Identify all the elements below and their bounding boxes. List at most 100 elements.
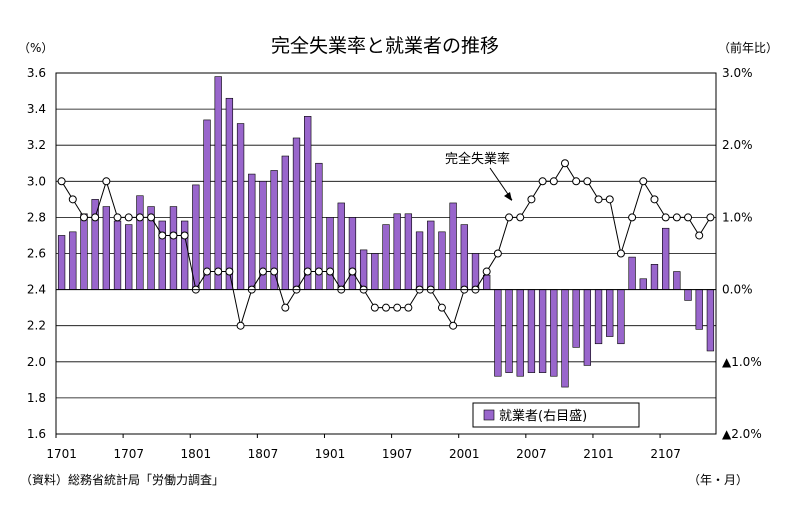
bar	[538, 289, 547, 373]
line-point	[169, 231, 178, 240]
plot-frame	[55, 72, 717, 435]
right-tick-label: 2.0%	[722, 138, 753, 152]
line-point	[158, 231, 167, 240]
bar	[169, 206, 178, 290]
x-tick-label: 2107	[650, 447, 681, 461]
bar	[628, 256, 636, 290]
line-point	[538, 177, 547, 186]
line-point	[583, 177, 592, 186]
left-tick-label: 2.8	[27, 210, 46, 224]
left-tick-label: 1.8	[27, 391, 46, 405]
source-note: （資料）総務省統計局「労働力調査」	[20, 472, 224, 487]
x-tick-labels: 1701 1707 1801 1807 1901 1907 2001 2007 2101 2107	[46, 447, 681, 461]
bar	[326, 217, 334, 290]
line-point	[124, 213, 133, 222]
axes	[55, 72, 717, 438]
bar	[57, 235, 66, 290]
legend: 就業者(右目盛)	[472, 402, 640, 428]
line-point	[314, 267, 323, 276]
left-tick-labels: 1.6 1.8 2.0 2.2 2.4 2.6 2.8 3.0 3.2 3.4 3.6	[27, 66, 46, 441]
line-point	[628, 213, 637, 222]
bar	[192, 184, 200, 290]
line-point	[560, 159, 569, 168]
bar	[471, 253, 480, 290]
bar	[69, 231, 77, 290]
bar	[673, 271, 681, 290]
bar	[662, 227, 670, 290]
bar	[80, 213, 88, 290]
x-tick-label: 2001	[449, 447, 480, 461]
bar	[550, 289, 558, 377]
line-point	[393, 303, 402, 312]
right-tick-label: 1.0%	[722, 210, 753, 224]
bar	[650, 264, 659, 290]
line-point	[102, 177, 111, 186]
x-tick-label: 1801	[181, 447, 212, 461]
left-tick-label: 3.6	[27, 66, 46, 80]
bar	[91, 199, 99, 290]
line-point	[549, 177, 558, 186]
line-point	[437, 303, 446, 312]
line-point	[68, 195, 77, 204]
line-point	[516, 213, 525, 222]
x-axis-unit: （年・月）	[688, 473, 748, 487]
bar	[572, 289, 580, 348]
line-point	[695, 231, 704, 240]
bar	[684, 289, 692, 301]
annotation-arrowhead	[504, 192, 512, 201]
x-tick-label: 1701	[46, 447, 77, 461]
bar	[136, 195, 144, 290]
line-point	[661, 213, 670, 222]
bar	[561, 289, 569, 388]
line-point	[303, 267, 312, 276]
line-point	[236, 321, 245, 330]
line-point	[348, 267, 357, 276]
line-point	[91, 213, 100, 222]
line-point	[258, 267, 267, 276]
line-annotation: 完全失業率	[445, 151, 513, 201]
line-point	[639, 177, 648, 186]
bar	[337, 202, 345, 290]
bar	[516, 289, 524, 377]
bar	[527, 289, 536, 373]
line-point	[214, 267, 223, 276]
legend-box	[472, 402, 640, 428]
legend-swatch	[483, 409, 495, 421]
x-tick-label: 2101	[583, 447, 614, 461]
line-point	[180, 231, 189, 240]
x-tick-label: 1707	[113, 447, 144, 461]
bar	[505, 289, 513, 373]
x-tick-label: 1907	[382, 447, 413, 461]
right-tick-label: 0.0%	[722, 283, 753, 297]
left-tick-label: 2.4	[27, 283, 46, 297]
bar	[438, 231, 446, 290]
legend-label: 就業者(右目盛)	[499, 408, 587, 424]
x-tick-label: 1807	[248, 447, 279, 461]
bar	[113, 220, 122, 290]
right-axis-unit: （前年比）	[718, 40, 778, 55]
line-point	[527, 195, 536, 204]
bar	[404, 213, 413, 290]
line-point	[404, 303, 413, 312]
bar-series	[57, 76, 715, 388]
bar	[494, 289, 502, 377]
line-point	[382, 303, 390, 312]
chart-title: 完全失業率と就業者の推移	[271, 35, 499, 57]
bar	[427, 220, 435, 290]
line-point	[449, 321, 458, 330]
line-point	[135, 213, 144, 222]
left-tick-label: 3.4	[27, 102, 46, 116]
x-tick-label: 1901	[315, 447, 346, 461]
line-point	[650, 195, 659, 204]
line-point	[270, 267, 279, 276]
bar	[382, 224, 390, 290]
line-point	[326, 267, 335, 276]
bar	[393, 213, 401, 290]
left-tick-label: 3.2	[27, 138, 46, 152]
left-tick-label: 3.0	[27, 174, 46, 188]
bar	[203, 119, 211, 290]
bar	[292, 137, 301, 290]
bar	[449, 202, 457, 290]
bar	[706, 289, 715, 352]
